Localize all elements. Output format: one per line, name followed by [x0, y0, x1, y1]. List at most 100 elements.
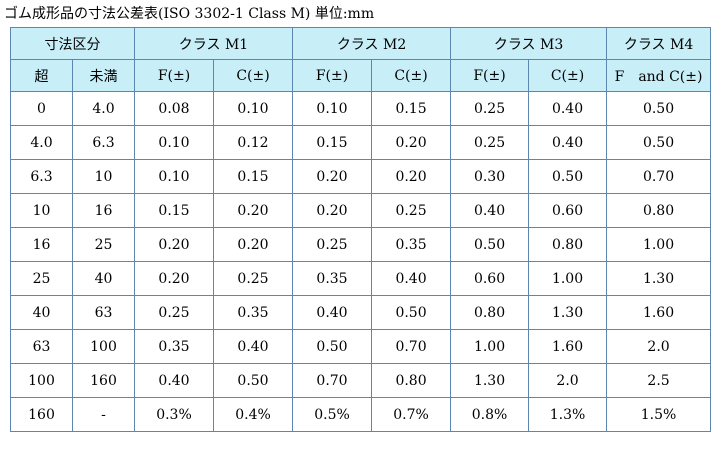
table-row: 100 160 0.40 0.50 0.70 0.80 1.30 2.0 2.5 [10, 363, 712, 398]
cell-m4-fc: 1.00 [606, 227, 712, 262]
cell-over: 16 [10, 227, 73, 262]
cell-m2-f: 0.20 [292, 159, 373, 194]
table-row: 16 25 0.20 0.20 0.25 0.35 0.50 0.80 1.00 [10, 227, 712, 262]
cell-over: 63 [10, 329, 73, 364]
cell-m3-c: 0.60 [528, 193, 608, 228]
cell-m1-f: 0.20 [134, 261, 214, 296]
cell-over: 0 [10, 91, 73, 126]
cell-m1-c: 0.25 [212, 261, 294, 296]
table-row: 160-0.3% 0.4% 0.5% 0.7% 0.8% 1.3% 1.5% [10, 397, 712, 432]
cell-m1-f: 0.20 [134, 227, 214, 262]
cell-over: 10 [10, 193, 73, 228]
cell-m2-c: 0.35 [371, 227, 452, 262]
cell-m4-fc: 2.5 [606, 363, 712, 398]
header-size-range: 寸法区分 [10, 27, 135, 60]
cell-m1-c: 0.40 [212, 329, 294, 364]
cell-under: 25 [72, 227, 135, 262]
cell-m1-f: 0.25 [134, 295, 214, 330]
cell-m3-f: 1.00 [450, 329, 530, 364]
cell-under: 100 [72, 329, 135, 364]
cell-m1-c: 0.20 [212, 227, 294, 262]
cell-m2-f: 0.35 [292, 261, 373, 296]
cell-m1-c: 0.20 [212, 193, 294, 228]
cell-under: 4.0 [72, 91, 135, 126]
cell-m2-c: 0.70 [371, 329, 452, 364]
header-class-m3: クラス M3 [450, 27, 608, 60]
cell-under: 6.3 [72, 125, 135, 160]
cell-under: 16 [72, 193, 135, 228]
cell-m4-fc: 1.60 [606, 295, 712, 330]
cell-m1-f: 0.10 [134, 159, 214, 194]
table-row: 6.3 10 0.10 0.15 0.20 0.20 0.30 0.50 0.70 [10, 159, 712, 194]
cell-m4-fc: 1.5% [606, 397, 712, 432]
table-caption: ゴム成形品の寸法公差表(ISO 3302-1 Class M) 単位:mm [4, 6, 375, 22]
cell-m1-c: 0.15 [212, 159, 294, 194]
cell-under: - [72, 397, 135, 432]
header-class-m1: クラス M1 [133, 27, 294, 60]
cell-over: 25 [10, 261, 73, 296]
cell-m1-c: 0.10 [212, 91, 294, 126]
cell-m1-f: 0.10 [134, 125, 214, 160]
header-m3-f: F(±) [450, 59, 530, 92]
cell-m2-f: 0.10 [292, 91, 373, 126]
cell-m2-f: 0.25 [292, 227, 373, 262]
cell-over: 160 [10, 397, 73, 432]
cell-under: 160 [72, 363, 135, 398]
table-row: 25 40 0.20 0.25 0.35 0.40 0.60 1.00 1.30 [10, 261, 712, 296]
header-group-row: 寸法区分 クラス M1 クラス M2 クラス M3 クラス M4 [10, 27, 712, 60]
cell-m2-c: 0.7% [371, 397, 452, 432]
cell-m2-c: 0.50 [371, 295, 452, 330]
cell-m2-f: 0.15 [292, 125, 373, 160]
cell-over: 4.0 [10, 125, 73, 160]
header-column-row: 超 未満 F(±) C(±) F(±) C(±) F(±) C(±) F and… [10, 59, 712, 92]
header-m2-c: C(±) [371, 59, 452, 92]
cell-m3-f: 0.60 [450, 261, 530, 296]
cell-over: 6.3 [10, 159, 73, 194]
header-under: 未満 [72, 59, 135, 92]
cell-m1-f: 0.40 [134, 363, 214, 398]
table-row: 10 16 0.15 0.20 0.20 0.25 0.40 0.60 0.80 [10, 193, 712, 228]
cell-m1-f: 0.3% [134, 397, 214, 432]
cell-m1-c: 0.50 [212, 363, 294, 398]
cell-m4-fc: 0.50 [606, 125, 712, 160]
cell-m3-f: 1.30 [450, 363, 530, 398]
table-row: 63 100 0.35 0.40 0.50 0.70 1.00 1.60 2.0 [10, 329, 712, 364]
cell-m2-c: 0.40 [371, 261, 452, 296]
header-m4-fc: F and C(±) [606, 59, 712, 92]
cell-m3-f: 0.25 [450, 91, 530, 126]
cell-m1-c: 0.12 [212, 125, 294, 160]
cell-m3-c: 0.80 [528, 227, 608, 262]
cell-m4-fc: 0.50 [606, 91, 712, 126]
cell-m3-f: 0.30 [450, 159, 530, 194]
cell-m2-c: 0.20 [371, 159, 452, 194]
cell-m3-f: 0.40 [450, 193, 530, 228]
cell-m3-c: 1.00 [528, 261, 608, 296]
cell-under: 63 [72, 295, 135, 330]
cell-m2-c: 0.25 [371, 193, 452, 228]
cell-m2-c: 0.20 [371, 125, 452, 160]
cell-m3-f: 0.80 [450, 295, 530, 330]
header-class-m4: クラス M4 [606, 27, 712, 60]
cell-m1-f: 0.35 [134, 329, 214, 364]
cell-m2-c: 0.15 [371, 91, 452, 126]
cell-m1-f: 0.15 [134, 193, 214, 228]
table-row: 4.0 6.3 0.10 0.12 0.15 0.20 0.25 0.40 0.50 [10, 125, 712, 160]
table-body: 0 4.0 0.08 0.10 0.10 0.15 0.25 0.40 0.50 4.0 6.3 0.… [10, 91, 712, 432]
cell-under: 10 [72, 159, 135, 194]
cell-m1-f: 0.08 [134, 91, 214, 126]
cell-under: 40 [72, 261, 135, 296]
header-m1-c: C(±) [212, 59, 294, 92]
header-m3-c: C(±) [528, 59, 608, 92]
cell-m1-c: 0.4% [212, 397, 294, 432]
cell-m3-c: 0.40 [528, 125, 608, 160]
cell-m3-f: 0.50 [450, 227, 530, 262]
cell-m3-c: 0.40 [528, 91, 608, 126]
cell-m4-fc: 0.70 [606, 159, 712, 194]
cell-over: 100 [10, 363, 73, 398]
header-over: 超 [10, 59, 73, 92]
cell-m4-fc: 0.80 [606, 193, 712, 228]
cell-m2-f: 0.50 [292, 329, 373, 364]
cell-m3-f: 0.25 [450, 125, 530, 160]
cell-m2-c: 0.80 [371, 363, 452, 398]
cell-m1-c: 0.35 [212, 295, 294, 330]
